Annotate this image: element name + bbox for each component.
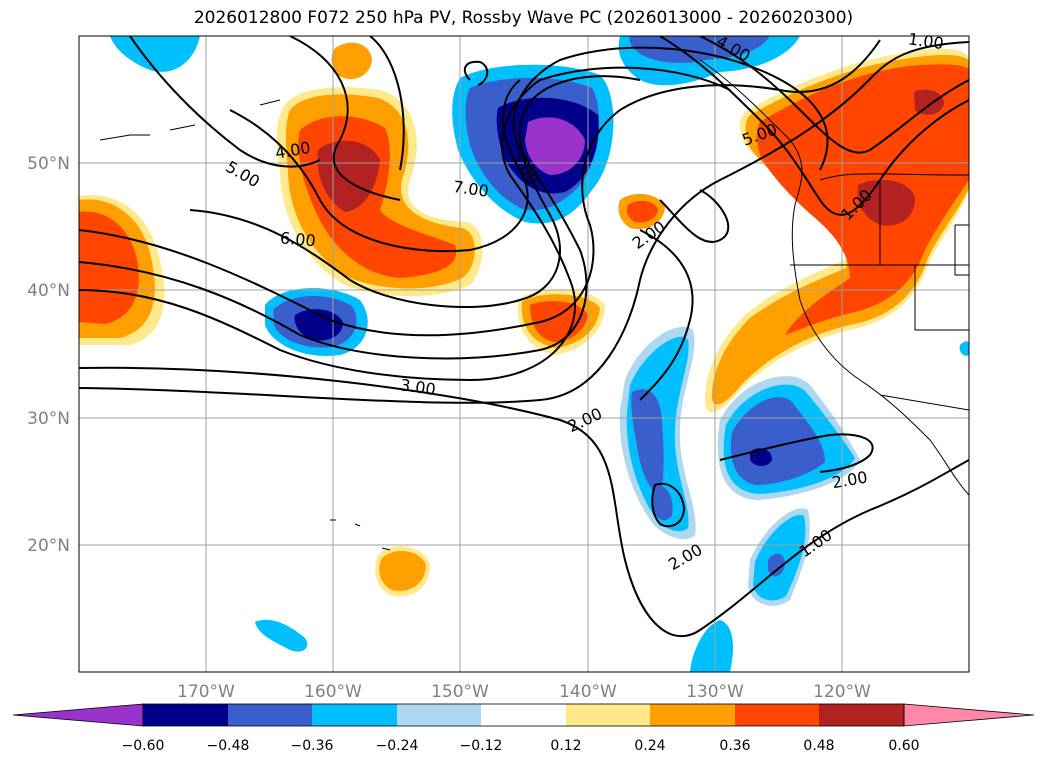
colorbar: −0.60 −0.48 −0.36 −0.24 −0.12 0.12 0.24 … — [12, 703, 1035, 754]
contour-label: 7.00 — [452, 177, 490, 201]
pv-shading — [79, 36, 969, 672]
colorbar-extend-max — [903, 703, 1035, 727]
colorbar-swatch — [735, 704, 819, 726]
lon-label: 160°W — [304, 682, 362, 702]
plot-frame — [78, 35, 970, 673]
colorbar-swatch — [143, 704, 228, 726]
colorbar-tick: 0.36 — [719, 738, 750, 754]
colorbar-swatch — [312, 704, 397, 726]
lat-label: 50°N — [27, 154, 70, 174]
contour-labels: 4.00 5.00 6.00 7.00 5.00 4.00 5.00 1.00 … — [223, 29, 945, 574]
colorbar-swatch — [228, 704, 312, 726]
colorbar-tick: −0.60 — [122, 738, 165, 754]
coastlines — [99, 59, 969, 551]
colorbar-tick: −0.12 — [460, 738, 503, 754]
latitude-labels: 50°N 40°N 30°N 20°N — [27, 154, 70, 556]
colorbar-tick: −0.36 — [291, 738, 334, 754]
colorbar-tick: −0.24 — [376, 738, 419, 754]
colorbar-tick: 0.60 — [888, 738, 919, 754]
lon-label: 150°W — [431, 682, 489, 702]
lon-label: 140°W — [559, 682, 617, 702]
lon-label: 130°W — [686, 682, 744, 702]
contour-label: 1.00 — [907, 29, 945, 53]
contour-label: 3.00 — [399, 375, 437, 399]
colorbar-tick: −0.48 — [207, 738, 250, 754]
lon-label: 120°W — [813, 682, 871, 702]
colorbar-swatch — [481, 704, 566, 726]
contour-label: 6.00 — [279, 228, 316, 250]
lat-label: 30°N — [27, 409, 70, 429]
colorbar-tick: 0.12 — [550, 738, 581, 754]
colorbar-swatch — [566, 704, 650, 726]
colorbar-extend-min — [12, 703, 144, 727]
map-title: 2026012800 F072 250 hPa PV, Rossby Wave … — [193, 8, 854, 28]
lat-label: 40°N — [27, 281, 70, 301]
lat-label: 20°N — [27, 536, 70, 556]
colorbar-tick: 0.24 — [634, 738, 665, 754]
colorbar-swatch — [819, 704, 904, 726]
colorbar-swatch — [650, 704, 735, 726]
graticule — [79, 36, 969, 672]
colorbar-swatch — [397, 704, 481, 726]
colorbar-tick: 0.48 — [803, 738, 834, 754]
longitude-labels: 170°W 160°W 150°W 140°W 130°W 120°W — [177, 682, 871, 702]
contour-label: 5.00 — [223, 157, 263, 191]
lon-label: 170°W — [177, 682, 235, 702]
pv-contours — [79, 36, 969, 637]
contour-label: 2.00 — [565, 404, 605, 436]
